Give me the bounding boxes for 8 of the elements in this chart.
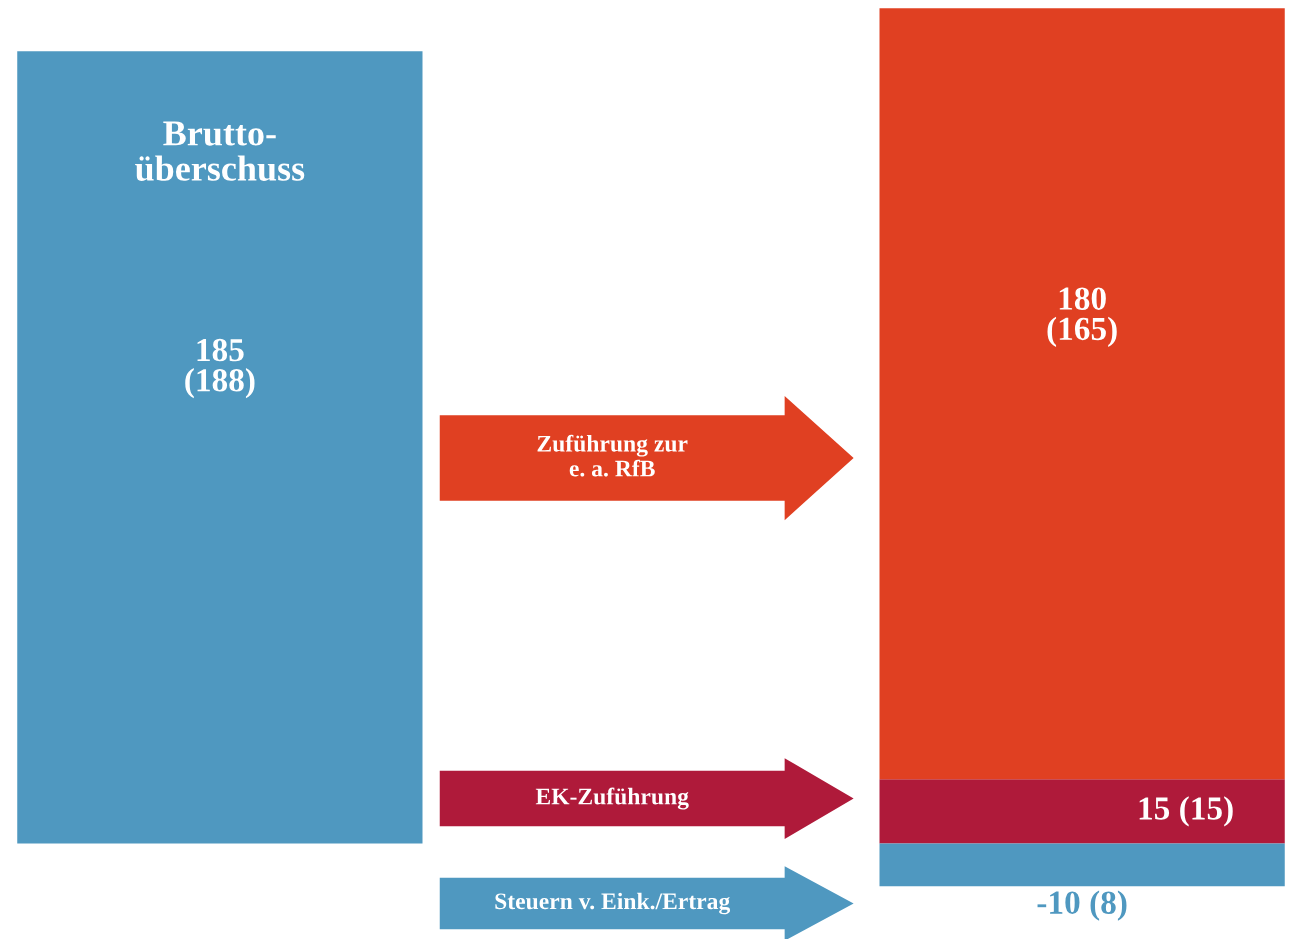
data-label: 180 (165) bbox=[1047, 287, 1117, 347]
text: Steuern v. Eink./Ertrag bbox=[495, 892, 731, 915]
data-label: -10 (8) bbox=[1037, 890, 1127, 921]
series-label: Brutto- überschuss bbox=[135, 121, 305, 181]
data-label: 185 (188) bbox=[185, 338, 255, 399]
annotation: EK-Zuführung bbox=[535, 787, 689, 810]
data-label: 15 (15) bbox=[1139, 796, 1233, 827]
annotation: Zuführung zur e. a. RfB bbox=[537, 434, 688, 477]
